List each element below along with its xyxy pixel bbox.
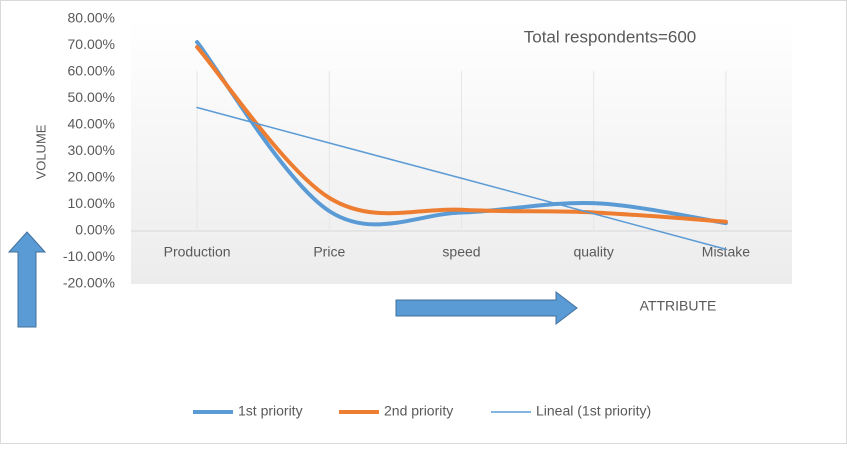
y-tick-label: 60.00% <box>68 63 115 79</box>
series-line <box>195 40 728 227</box>
y-tick-label: 70.00% <box>68 36 115 52</box>
x-axis-label: ATTRIBUTE <box>640 298 717 314</box>
y-tick-label: 40.00% <box>68 116 115 132</box>
x-tick-label: Price <box>313 244 345 260</box>
y-tick-label: 20.00% <box>68 169 115 185</box>
series-line <box>196 106 727 251</box>
x-tick-label: quality <box>573 244 613 260</box>
up-arrow <box>7 231 47 328</box>
series-line <box>195 45 728 224</box>
x-tick-label: Production <box>164 244 231 260</box>
y-tick-label: -10.00% <box>63 248 115 264</box>
legend-label: 2nd priority <box>384 403 453 419</box>
y-tick-label: -20.00% <box>63 275 115 291</box>
y-tick-label: 10.00% <box>68 195 115 211</box>
right-arrow <box>395 290 578 326</box>
y-tick-label: 0.00% <box>75 222 115 238</box>
x-tick-label: speed <box>442 244 480 260</box>
legend-label: 1st priority <box>238 403 303 419</box>
y-tick-label: 30.00% <box>68 142 115 158</box>
y-axis-label: VOLUME <box>33 124 48 179</box>
y-tick-label: 50.00% <box>68 89 115 105</box>
legend-label: Lineal (1st priority) <box>536 403 651 419</box>
annotation: Total respondents=600 <box>524 27 697 46</box>
y-tick-label: 80.00% <box>68 10 115 26</box>
x-tick-label: Mistake <box>702 244 750 260</box>
